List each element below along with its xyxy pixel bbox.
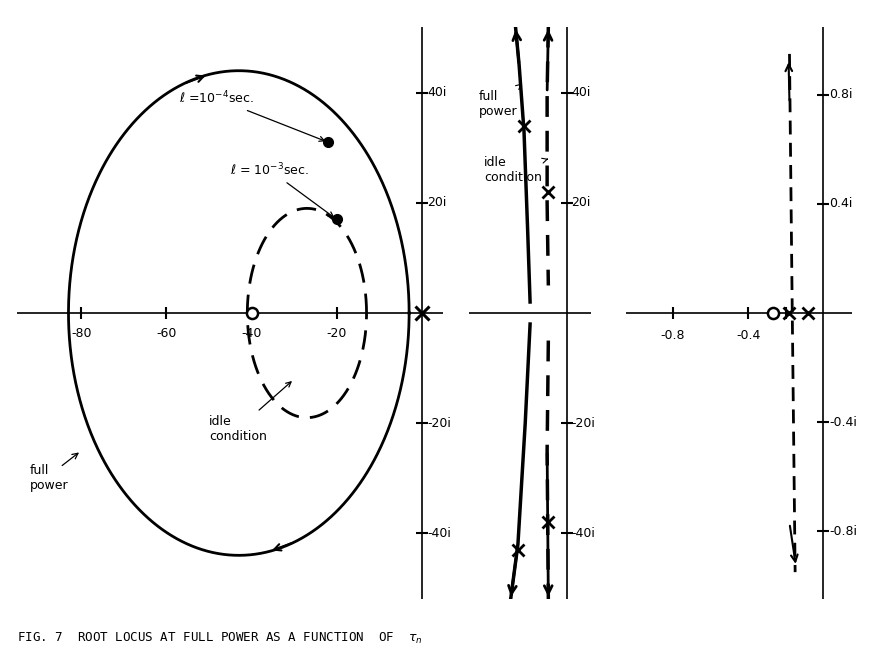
Text: -40i: -40i xyxy=(427,527,451,540)
Text: -20i: -20i xyxy=(572,417,595,430)
Text: FIG. 7  ROOT LOCUS AT FULL POWER AS A FUNCTION  OF  $\tau_n$: FIG. 7 ROOT LOCUS AT FULL POWER AS A FUN… xyxy=(17,631,423,646)
Text: -0.4: -0.4 xyxy=(736,330,760,342)
Text: full
power: full power xyxy=(30,464,69,492)
Text: 20i: 20i xyxy=(572,196,591,209)
Text: full
power: full power xyxy=(479,85,521,118)
Text: -0.8: -0.8 xyxy=(660,330,685,342)
Text: 40i: 40i xyxy=(572,86,591,99)
Text: -40: -40 xyxy=(242,327,262,340)
Text: $\ell$ =10$^{-4}$sec.: $\ell$ =10$^{-4}$sec. xyxy=(179,90,324,141)
Text: -0.4i: -0.4i xyxy=(829,416,857,429)
Text: $\ell$ = 10$^{-3}$sec.: $\ell$ = 10$^{-3}$sec. xyxy=(230,162,334,217)
Text: -40i: -40i xyxy=(572,527,595,540)
Text: -20: -20 xyxy=(327,327,347,340)
Text: -0.8i: -0.8i xyxy=(829,525,857,537)
Text: idle
condition: idle condition xyxy=(209,382,291,443)
Text: 0.8i: 0.8i xyxy=(829,89,852,101)
Text: -80: -80 xyxy=(71,327,91,340)
Text: idle
condition: idle condition xyxy=(484,156,547,184)
Text: -60: -60 xyxy=(156,327,176,340)
Text: 40i: 40i xyxy=(427,86,447,99)
Text: -20i: -20i xyxy=(427,417,451,430)
Text: 0.4i: 0.4i xyxy=(829,197,852,210)
Text: 20i: 20i xyxy=(427,196,447,209)
